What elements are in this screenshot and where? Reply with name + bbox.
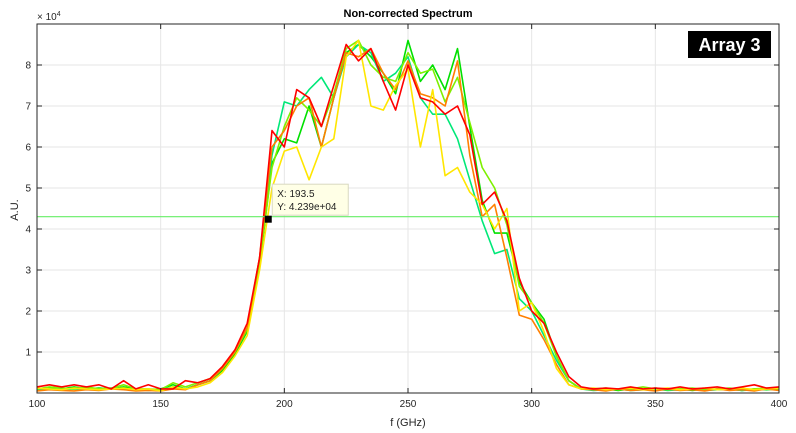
datatip-marker[interactable]: [264, 215, 272, 223]
y-multiplier: × 104: [37, 11, 61, 23]
y-tick-label: 5: [25, 184, 31, 195]
y-tick-label: 2: [25, 307, 31, 318]
x-tick-label: 350: [647, 399, 664, 410]
ticks: 100 150 200 250 300 350 400 1 2 3 4 5 6 7 8: [25, 24, 788, 410]
y-tick-label: 4: [25, 225, 31, 236]
datatip-x: X: 193.5: [277, 189, 315, 200]
x-tick-label: 150: [152, 399, 169, 410]
y-tick-label: 7: [25, 102, 31, 113]
x-tick-label: 300: [523, 399, 540, 410]
datatip[interactable]: X: 193.5 Y: 4.239e+04: [264, 183, 349, 223]
y-tick-label: 3: [25, 266, 31, 277]
chart-title: Non-corrected Spectrum: [344, 8, 473, 20]
array-label-badge: Array 3: [688, 31, 771, 58]
y-tick-label: 8: [25, 61, 31, 72]
x-axis-label: f (GHz): [390, 417, 425, 429]
x-tick-label: 250: [400, 399, 417, 410]
y-axis-label: A.U.: [9, 199, 21, 220]
y-multiplier-base: × 10: [37, 12, 57, 23]
datatip-box: [271, 183, 349, 216]
x-tick-label: 400: [771, 399, 788, 410]
x-tick-label: 200: [276, 399, 293, 410]
datatip-y: Y: 4.239e+04: [277, 202, 337, 213]
y-tick-label: 1: [25, 348, 31, 359]
array-label: Array 3: [698, 35, 760, 55]
x-tick-label: 100: [29, 399, 46, 410]
y-tick-label: 6: [25, 143, 31, 154]
y-multiplier-exponent: 4: [57, 11, 61, 18]
